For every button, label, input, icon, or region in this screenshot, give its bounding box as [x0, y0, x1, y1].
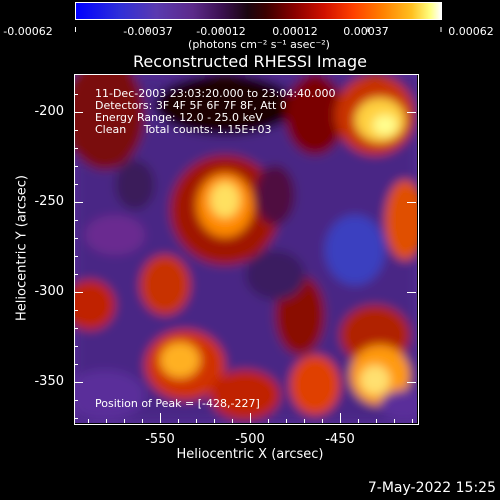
colorbar-units: (photons cm⁻² s⁻¹ asec⁻²) [188, 38, 330, 51]
plot-timestamp: 7-May-2022 15:25 [367, 480, 496, 496]
overlay-peak-position: Position of Peak = [-428,-227] [95, 397, 260, 410]
y-tick-label: -350 [34, 374, 64, 389]
colorbar-tick-label: -0.00037 [123, 25, 173, 38]
x-tick-label: -450 [325, 432, 355, 447]
colorbar-tick-label: -0.00012 [196, 25, 246, 38]
y-axis-ticks-right [407, 112, 416, 383]
y-tick-label: -250 [34, 194, 64, 209]
overlay-energy-range: Energy Range: 12.0 - 25.0 keV [95, 111, 263, 124]
colorbar-tick-marks [75, 18, 442, 32]
x-tick-label: -550 [145, 432, 175, 447]
overlay-time-range: 11-Dec-2003 23:03:20.000 to 23:04:40.000 [95, 87, 336, 100]
overlay-clean-counts: Clean Total counts: 1.15E+03 [95, 123, 272, 136]
heatmap-svg [75, 75, 417, 423]
heatmap-image [75, 75, 417, 423]
x-tick-label: -500 [235, 432, 265, 447]
colorbar-tick-label: -0.00062 [3, 25, 53, 38]
overlay-detectors: Detectors: 3F 4F 5F 6F 7F 8F, Att 0 [95, 99, 287, 112]
colorbar-tick-label: 0.00012 [272, 25, 318, 38]
colorbar-tick-label: 0.00037 [343, 25, 389, 38]
plot-frame [74, 74, 419, 425]
x-axis-label: Heliocentric X (arcsec) [176, 447, 324, 462]
colorbar-tick-label: 0.00062 [448, 25, 494, 38]
x-axis-ticks [88, 413, 413, 423]
y-axis-ticks [74, 94, 83, 419]
colorbar-tick-svg [75, 27, 442, 32]
colorbar [75, 2, 442, 20]
y-axis-label: Heliocentric Y (arcsec) [14, 175, 30, 321]
y-tick-label: -300 [34, 284, 64, 299]
y-tick-label: -200 [34, 104, 64, 119]
plot-title: Reconstructed RHESSI Image [133, 52, 367, 71]
